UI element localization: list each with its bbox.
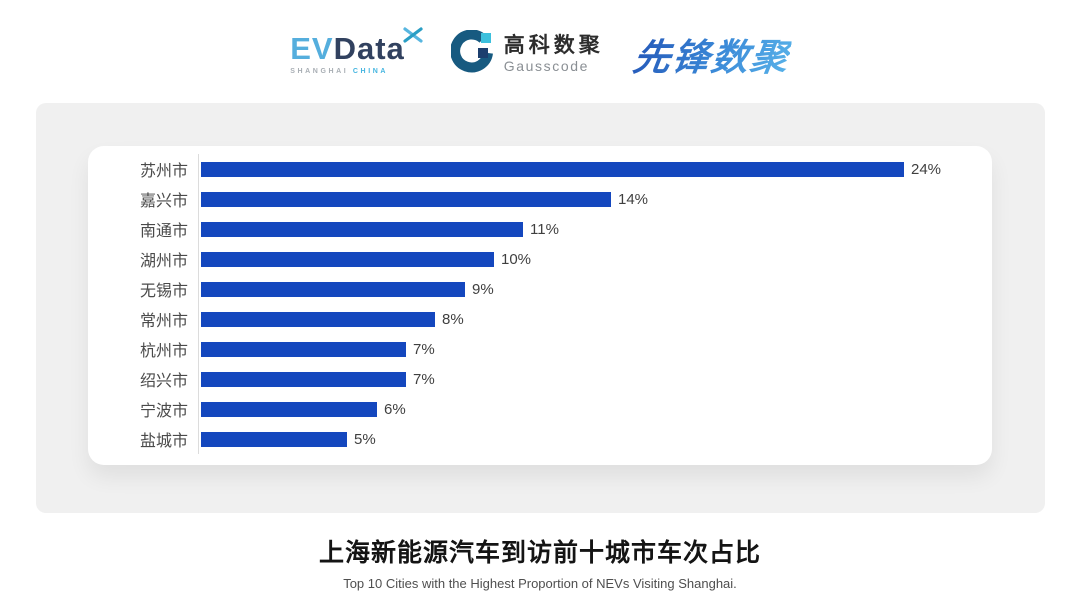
evdata-subtitle: SHANGHAI CHINA <box>290 68 405 75</box>
bar-track: 11% <box>198 214 992 244</box>
footer: 上海新能源汽车到访前十城市车次占比 Top 10 Cities with the… <box>0 533 1080 591</box>
sparkle-x-icon <box>403 25 423 50</box>
bar-value-label: 7% <box>413 370 435 388</box>
bar-label: 苏州市 <box>139 163 188 180</box>
bar-value-label: 24% <box>911 160 942 178</box>
gausscode-cn-text: 高科数聚 <box>503 33 604 57</box>
bar-track: 8% <box>198 304 992 334</box>
bar-row: 苏州市 24% <box>88 154 992 184</box>
bar-value-label: 14% <box>618 190 649 208</box>
gausscode-en-text: Gausscode <box>503 58 590 75</box>
bar-label: 常州市 <box>139 313 188 330</box>
bar-value-label: 6% <box>384 400 406 418</box>
bar <box>201 311 435 327</box>
bar <box>201 401 377 417</box>
pioneer-wordmark: 先锋数聚 <box>630 37 793 78</box>
bar-label: 绍兴市 <box>139 373 188 390</box>
bar-label: 宁波市 <box>139 403 188 420</box>
bar-value-label: 9% <box>472 280 494 298</box>
gausscode-logo: 高科数聚 Gausscode <box>449 28 604 79</box>
bar-label: 嘉兴市 <box>139 193 188 210</box>
bar <box>201 251 494 267</box>
bar-label: 南通市 <box>139 223 188 240</box>
gausscode-wordmark: 高科数聚 Gausscode <box>504 34 604 74</box>
bar-row: 宁波市 6% <box>88 394 992 424</box>
bar-label: 无锡市 <box>139 283 188 300</box>
chart-title: 上海新能源汽车到访前十城市车次占比 <box>318 539 761 567</box>
chart-subtitle: Top 10 Cities with the Highest Proportio… <box>343 576 737 591</box>
gausscode-g-icon <box>449 28 495 79</box>
bar-value-label: 10% <box>501 250 532 268</box>
bar-row: 无锡市 9% <box>88 274 992 304</box>
bar-row: 南通市 11% <box>88 214 992 244</box>
bar-track: 9% <box>198 274 992 304</box>
bar-row: 湖州市 10% <box>88 244 992 274</box>
bar-row: 盐城市 5% <box>88 424 992 454</box>
bar <box>201 341 406 357</box>
bar-value-label: 5% <box>354 430 376 448</box>
bar-chart: 苏州市 24% 嘉兴市 14% 南通市 11% 湖州市 10% 无锡市 9% 常州市 8% 杭州市 7% 绍… <box>88 146 992 454</box>
bar-row: 绍兴市 7% <box>88 364 992 394</box>
bar-track: 6% <box>198 394 992 424</box>
bar-value-label: 8% <box>442 310 464 328</box>
evdata-data-text: Data <box>333 31 405 66</box>
logo-header: EVData SHANGHAI CHINA 高科数聚 Gausscode 先锋数 <box>0 22 1080 86</box>
bar-row: 嘉兴市 14% <box>88 184 992 214</box>
evdata-sub-shanghai: SHANGHAI <box>290 68 349 75</box>
bar-track: 24% <box>198 154 992 184</box>
bar-track: 10% <box>198 244 992 274</box>
bar <box>201 161 904 177</box>
chart-panel: 苏州市 24% 嘉兴市 14% 南通市 11% 湖州市 10% 无锡市 9% 常州市 8% 杭州市 7% 绍… <box>36 103 1045 513</box>
evdata-sub-china: CHINA <box>352 68 389 75</box>
bar <box>201 371 406 387</box>
bar-value-label: 11% <box>530 220 559 238</box>
bar <box>201 431 347 447</box>
bar-row: 常州市 8% <box>88 304 992 334</box>
bar <box>201 221 523 237</box>
chart-card: 苏州市 24% 嘉兴市 14% 南通市 11% 湖州市 10% 无锡市 9% 常州市 8% 杭州市 7% 绍… <box>88 146 992 465</box>
bar <box>201 281 465 297</box>
bar-label: 盐城市 <box>139 433 188 450</box>
bar-track: 5% <box>198 424 992 454</box>
bar-label: 湖州市 <box>139 253 188 270</box>
bar-track: 7% <box>198 364 992 394</box>
bar-track: 7% <box>198 334 992 364</box>
pioneer-logo: 先锋数聚 <box>630 27 794 81</box>
evdata-wordmark: EVData <box>290 33 405 64</box>
bar-value-label: 7% <box>413 340 435 358</box>
evdata-logo: EVData SHANGHAI CHINA <box>290 27 423 75</box>
bar-label: 杭州市 <box>139 343 188 360</box>
bar-row: 杭州市 7% <box>88 334 992 364</box>
evdata-ev-text: EV <box>290 31 334 66</box>
bar-track: 14% <box>198 184 992 214</box>
bar <box>201 191 611 207</box>
